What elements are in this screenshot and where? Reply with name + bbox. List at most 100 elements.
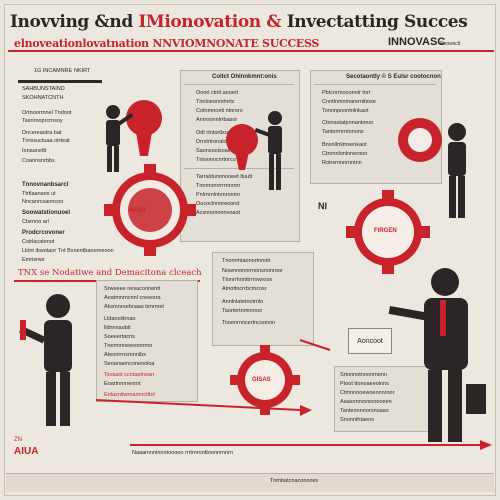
mid-lower-item: Pnlrnrnlntonrnnrnr: [196, 192, 241, 198]
right-item: Cnntlnmnmarernltiose: [322, 99, 376, 105]
mid-lower-item: Oucoclnnoreoorst: [196, 201, 240, 207]
divider: [314, 84, 436, 85]
mid-section-item: Eoartnrnnenrnt: [104, 381, 141, 387]
footer-tag: AIUA: [14, 446, 39, 457]
left-tag-2: NKIRT: [74, 68, 91, 74]
right-label: NI: [318, 201, 327, 211]
left-tag-1: 1G INCAMNRE: [34, 68, 73, 74]
center-item: Taortertnmnnoor: [222, 308, 263, 314]
right-item: Ctnrnnlonlnnerooo: [322, 151, 368, 157]
page-title: Inovving &nd IMionovation & Invectatting…: [10, 12, 468, 32]
left-item: Emrisnwr: [22, 257, 45, 263]
mid-section-item: Aksmnroebnaas tenrmet: [104, 304, 164, 310]
title-underline: [8, 50, 494, 52]
mid-section-item: Lldanoiitrnao: [104, 316, 136, 322]
left-item: SKOHNATCNTH: [22, 95, 64, 101]
brand-sublabel: Reowsclt: [440, 41, 461, 47]
left-heading: Lktnt ibwotaor Tnt Bxnentbanonreoon: [22, 248, 114, 254]
center-item: Tnonrmtaonnrtnnotr: [222, 258, 271, 264]
center-item: Ttonrrhnnttrrrowroos: [222, 277, 273, 283]
gear-label: FIRGEN: [374, 228, 397, 234]
mid-section-item: Tnermnneeoonnrno: [104, 343, 153, 349]
center-item: Atnottncrrbcmcosr: [222, 286, 267, 292]
mid-section-panel: [96, 280, 198, 402]
right-item: Pbtcnrmooonolr tnrr: [322, 90, 371, 96]
right-item: Rotrsrnnnrnntnn: [322, 160, 362, 166]
left-item: Coirlacatenot: [22, 239, 55, 245]
mid-item: Saonxooisoalnnt: [196, 148, 237, 154]
right-item: Ctnnsotatpnnantnnor: [322, 120, 374, 126]
footer-text: Naaarnnninnntooooo rrrtrnronttoonnrnnrn: [132, 450, 233, 456]
right-bottom-item: Snonnthtaeno: [340, 417, 375, 423]
lightbulb-icon: [126, 100, 162, 156]
mid-item: Ooorl ctnlt anoert: [196, 90, 239, 96]
left-item: SAHBUNSTAIND: [22, 86, 65, 92]
left-item: Nncanrcsaoncoo: [22, 199, 64, 205]
mid-section-item: Seoanaenconeooloa: [104, 361, 155, 367]
left-item: Tnresuctuaa otrteat: [22, 138, 70, 144]
mid-section-heading: TNX se Nodatiwe and Demacitona clceach: [18, 268, 202, 278]
left-heading: Prodcrcovoner: [22, 230, 65, 236]
center-item: Tooenrnncertncoonon: [222, 320, 276, 326]
center-item: Annlnlatetnotrnln: [222, 299, 264, 305]
gear-icon: [104, 164, 196, 256]
arrow-line: [299, 339, 331, 351]
mid-item: Tnnloeorxnhrrtc: [196, 99, 235, 105]
divider: [184, 84, 294, 85]
mid-section-item: Aoatmnrncnnl cresesra: [104, 295, 161, 301]
gear-label: GISAS: [252, 377, 271, 383]
person-icon: [106, 105, 134, 172]
left-item: Ctsrnno arl: [22, 219, 49, 225]
right-bottom-panel: [334, 366, 432, 432]
callout-box: Aoncoot: [348, 328, 392, 354]
person-icon: [448, 123, 466, 218]
right-bottom-item: Aaasonnovsooooeen: [340, 399, 392, 405]
gear-icon: [230, 345, 300, 415]
mid-item: Anrroonnlrrbasor: [196, 117, 238, 123]
arrowhead: [480, 440, 492, 450]
right-bottom-item: Ctmnnnoewoennnroor: [340, 390, 395, 396]
mid-section-item: Soeeertacns: [104, 334, 135, 340]
person-icon: [388, 268, 486, 442]
right-bottom-item: Tanteonnnoronoaso: [340, 408, 389, 414]
mid-item: Odt rtntortlxootas: [196, 130, 239, 136]
arrowhead: [300, 405, 312, 416]
mid-lower-item: Tnnrnonrrrrrnnrrnr: [196, 183, 241, 189]
gear-icon: [346, 190, 430, 274]
mid-section-item: lldnnnaobtl: [104, 325, 131, 331]
left-item: Tasrirooprcrnsoy: [22, 118, 63, 124]
mid-lower-item: Tarraldunonooeet ltuutt: [196, 174, 253, 180]
person-icon: [254, 111, 282, 190]
left-item: Ortnoorrnnel Tndoot: [22, 110, 72, 116]
left-heading: Tnnovnanbsarcl: [22, 182, 69, 188]
mid-item: Drrxtrtronaloeosra: [196, 139, 241, 145]
left-divider: [18, 80, 102, 83]
left-item: Ttrtlaanaos ut: [22, 191, 56, 197]
mid-section-item: Srweeee nesaconnentt: [104, 286, 161, 292]
left-item: Ionaanettt: [22, 148, 47, 154]
footer-text: Tnmbatcnaconooxs: [270, 478, 318, 484]
right-top-heading: Secotaontly © S Eulsr cootocnon: [346, 74, 441, 80]
right-item: Bnxnllmlmsenkaot: [322, 142, 367, 148]
mid-section-red-item: Tsosanl ccntaetnoan: [104, 372, 155, 378]
right-item: Tantorrnrntnnonx: [322, 129, 364, 135]
person-icon: [19, 294, 72, 426]
center-item: Nownnonnrrnonsnonroor: [222, 268, 283, 274]
lightbulb-icon: [398, 118, 442, 162]
right-bottom-item: Srtonnotnoonrnenn: [340, 372, 388, 378]
footer-tag-small: ZN: [14, 437, 22, 443]
subtitle: elnoveationlovatnation NNVIOMNONATE SUCC…: [14, 37, 320, 50]
footer-bar: [6, 473, 494, 492]
mid-top-heading: Coitct Ohlnnkmnt:onis: [212, 74, 277, 80]
gear-label: HIAST: [128, 208, 146, 214]
right-bottom-item: Ptoot ttonoaeeoinns: [340, 381, 389, 387]
left-item: Dncereaotra bat: [22, 130, 62, 136]
brand-label: INNOVASC: [388, 36, 446, 48]
mid-section-red-item: Enlaxnitwrnannrctltol: [104, 392, 155, 398]
mid-lower-item: Acsnnononnvoaot: [196, 210, 241, 216]
mid-item: Tnioonocnrtorcu: [196, 157, 236, 163]
mid-section-item: Ateonrrnsrnnnlbx: [104, 352, 146, 358]
left-heading: Soowatstionuoel: [22, 210, 70, 216]
left-item: Coannsnrbbs: [22, 158, 55, 164]
